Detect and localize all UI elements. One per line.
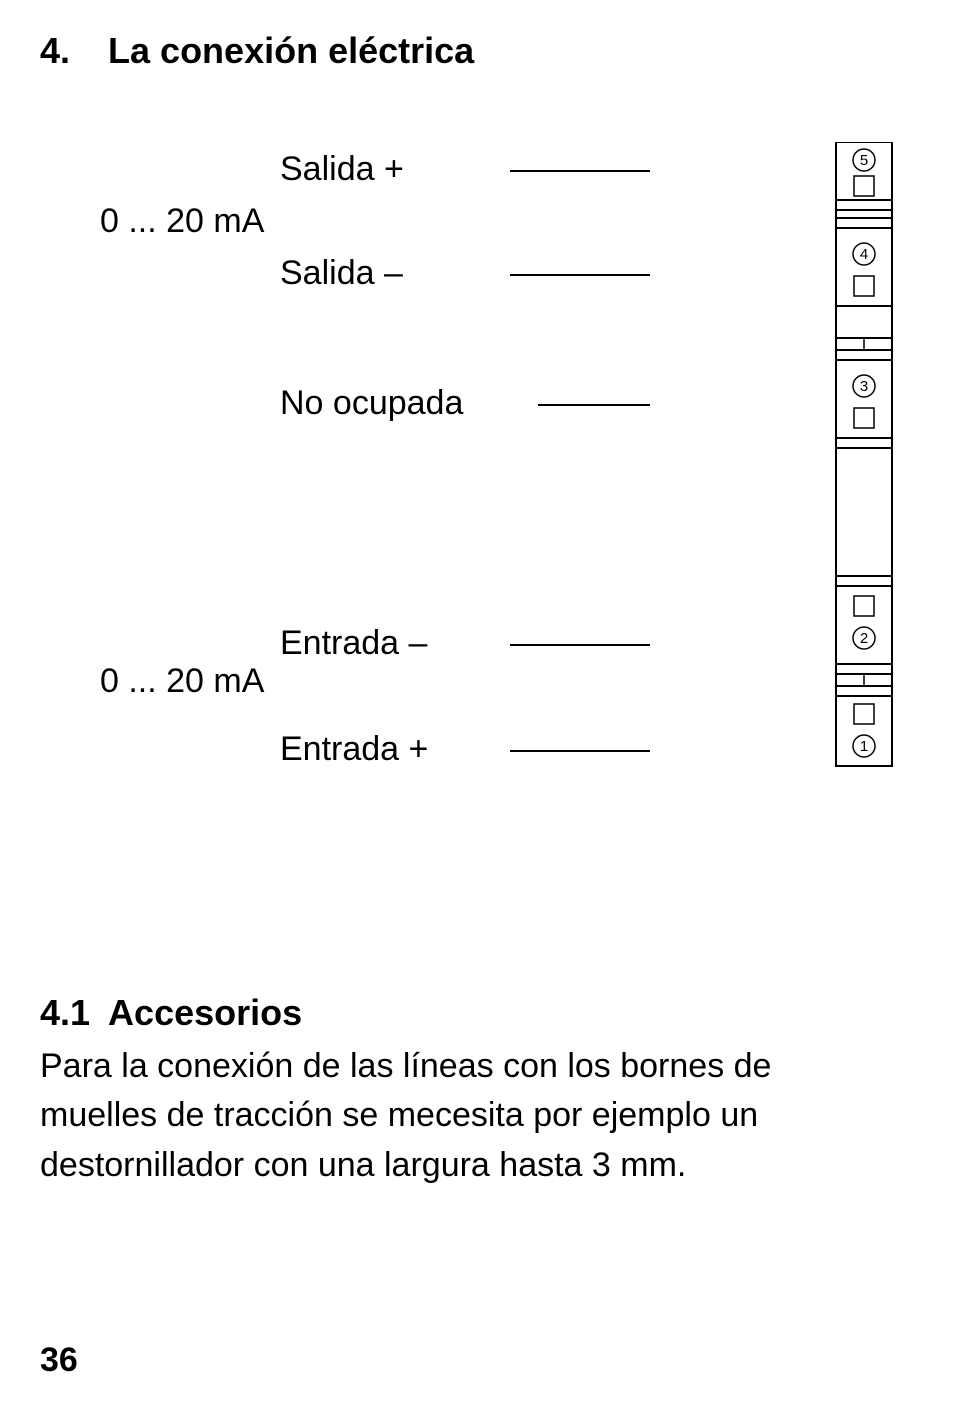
terminal-num-2: 2 bbox=[860, 630, 868, 647]
leader-line bbox=[510, 750, 650, 752]
range-label-input: 0 ... 20 mA bbox=[100, 662, 264, 701]
body-paragraph: Para la conexión de las líneas con los b… bbox=[40, 1042, 894, 1190]
terminal-num-1: 1 bbox=[860, 738, 868, 755]
signal-no-ocupada: No ocupada bbox=[280, 384, 463, 423]
terminal-3: 3 bbox=[836, 360, 892, 438]
signal-entrada-plus: Entrada + bbox=[280, 730, 428, 769]
terminal-num-5: 5 bbox=[860, 152, 868, 169]
signal-salida-minus: Salida – bbox=[280, 254, 403, 293]
leader-line bbox=[510, 170, 650, 172]
leader-line bbox=[538, 404, 650, 406]
section-title: La conexión eléctrica bbox=[108, 30, 474, 72]
terminal-block: 5 4 3 bbox=[834, 142, 894, 822]
page-number: 36 bbox=[40, 1341, 78, 1380]
terminal-4: 4 bbox=[836, 228, 892, 306]
range-label-output: 0 ... 20 mA bbox=[100, 202, 264, 241]
subsection-number: 4.1 bbox=[40, 992, 90, 1034]
terminal-num-3: 3 bbox=[860, 378, 868, 395]
signal-entrada-minus: Entrada – bbox=[280, 624, 427, 663]
wiring-diagram: 0 ... 20 mA 0 ... 20 mA Salida + Salida … bbox=[100, 122, 894, 882]
signal-salida-plus: Salida + bbox=[280, 150, 404, 189]
leader-line bbox=[510, 274, 650, 276]
terminal-1: 1 bbox=[836, 696, 892, 766]
terminal-2: 2 bbox=[836, 586, 892, 664]
leader-line bbox=[510, 644, 650, 646]
subsection-title: Accesorios bbox=[108, 992, 302, 1034]
terminal-5: 5 bbox=[836, 142, 892, 200]
section-number: 4. bbox=[40, 30, 70, 72]
terminal-num-4: 4 bbox=[860, 246, 868, 263]
